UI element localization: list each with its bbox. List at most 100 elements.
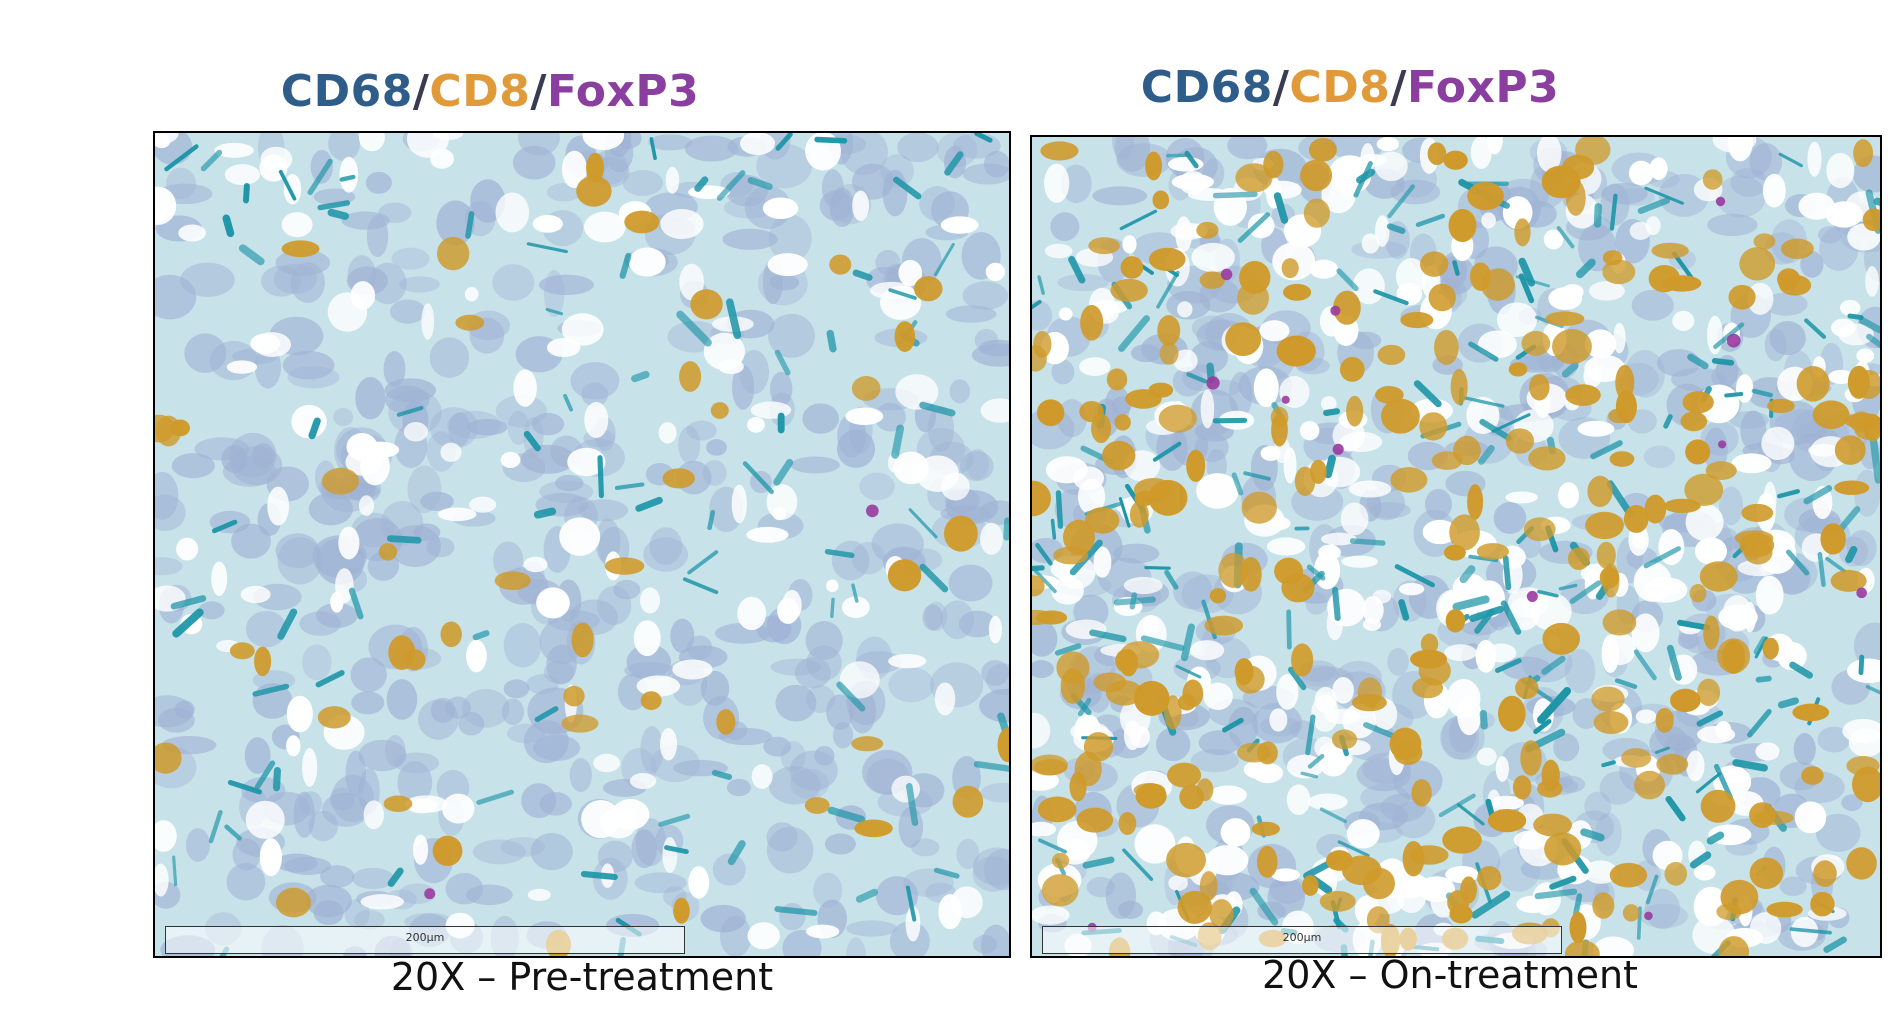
vacuole: [1247, 213, 1275, 239]
cd68-stain: [277, 608, 298, 640]
cd8-cell: [1753, 233, 1776, 250]
cd8-cell: [1609, 862, 1648, 888]
nucleus: [802, 403, 840, 434]
cd8-cell: [1129, 501, 1149, 528]
vacuole: [1134, 824, 1176, 864]
cd68-stain: [1118, 315, 1150, 352]
vacuole: [468, 496, 497, 513]
nucleus: [806, 685, 836, 713]
vacuole: [327, 292, 368, 332]
vacuole: [1577, 420, 1615, 437]
cd68-stain: [1140, 264, 1154, 275]
cd8-cell: [1209, 899, 1234, 930]
cd8-cell: [1467, 181, 1504, 211]
vacuole: [665, 166, 680, 194]
nucleus: [1817, 726, 1851, 753]
cd8-cell: [1644, 494, 1667, 524]
vacuole: [1635, 709, 1657, 724]
vacuole: [1588, 281, 1625, 301]
cd68-stain: [1032, 565, 1045, 572]
cd68-stain: [773, 458, 794, 486]
vacuole: [905, 906, 921, 942]
cd68-stain: [614, 482, 645, 490]
nucleus: [316, 602, 358, 628]
nucleus: [634, 872, 687, 894]
vacuole: [1398, 582, 1425, 596]
vacuole: [1761, 426, 1795, 461]
cd68-stain: [1471, 890, 1511, 919]
cd8-cell: [1114, 414, 1131, 431]
vacuole: [660, 209, 704, 239]
vacuole: [1722, 595, 1752, 632]
vacuole: [1375, 215, 1390, 247]
cd68-stain: [308, 417, 321, 440]
vacuole: [1286, 784, 1311, 816]
cd8-cell: [1419, 412, 1448, 441]
cd8-cell: [1697, 678, 1721, 707]
cd68-stain: [1636, 906, 1642, 940]
nucleus: [983, 150, 1009, 178]
vacuole: [1584, 329, 1617, 359]
cd8-cell: [1542, 622, 1581, 655]
cd8-cell: [662, 468, 695, 489]
cd68-stain: [1687, 353, 1709, 370]
cd8-cell: [1199, 871, 1218, 901]
cd68-stain: [164, 144, 199, 172]
vacuole: [286, 695, 313, 733]
nucleus: [1553, 733, 1580, 762]
cd68-stain: [1033, 569, 1057, 594]
cd68-stain: [243, 183, 250, 204]
nucleus: [472, 839, 526, 865]
cd68-stain: [1336, 268, 1359, 292]
vacuole: [731, 484, 747, 524]
vacuole: [672, 659, 713, 680]
vacuole: [1259, 320, 1290, 342]
vacuole: [916, 455, 960, 493]
cd8-cell: [1393, 740, 1423, 766]
cd68-stain: [1319, 807, 1347, 824]
cd68-stain: [1549, 875, 1577, 890]
cd68-stain: [1713, 322, 1745, 350]
nucleus: [231, 523, 271, 559]
cd68-stain: [1593, 203, 1602, 228]
nucleus: [287, 366, 340, 389]
vacuole: [1321, 532, 1357, 546]
nucleus: [436, 200, 475, 246]
vacuole: [1840, 299, 1861, 316]
cd68-stain: [1180, 623, 1195, 662]
cd68-stain: [597, 455, 604, 499]
cd8-cell: [1164, 695, 1182, 730]
cd8-cell: [1565, 179, 1586, 216]
cd68-stain: [1413, 380, 1442, 408]
cd8-cell: [455, 314, 485, 331]
vacuole: [442, 793, 475, 824]
cd8-cell: [1529, 374, 1550, 401]
vacuole: [1196, 473, 1239, 509]
vacuole: [536, 587, 570, 619]
nucleus: [245, 610, 287, 648]
cd68-stain: [1580, 828, 1605, 842]
cd8-cell: [1602, 259, 1636, 285]
nucleus: [826, 694, 854, 730]
nucleus: [546, 644, 577, 685]
cd8-cell: [1780, 238, 1814, 260]
nucleus: [1769, 321, 1806, 356]
nucleus: [413, 523, 441, 542]
cd68-stain: [893, 176, 922, 200]
nucleus: [448, 412, 471, 447]
vacuole: [1826, 152, 1855, 189]
cd8-cell: [1400, 311, 1434, 329]
vacuole: [1592, 936, 1635, 956]
nucleus: [1800, 251, 1824, 278]
nucleus: [888, 667, 935, 703]
vacuole: [636, 675, 681, 697]
cd8-cell: [1779, 274, 1812, 296]
vacuole: [1831, 318, 1856, 337]
vacuole: [659, 727, 678, 761]
cd68-stain: [1306, 564, 1326, 581]
cd68-stain: [1804, 318, 1827, 339]
vacuole: [1603, 632, 1636, 666]
nucleus: [1060, 164, 1092, 204]
vacuole: [464, 287, 479, 302]
nucleus: [1227, 137, 1268, 160]
